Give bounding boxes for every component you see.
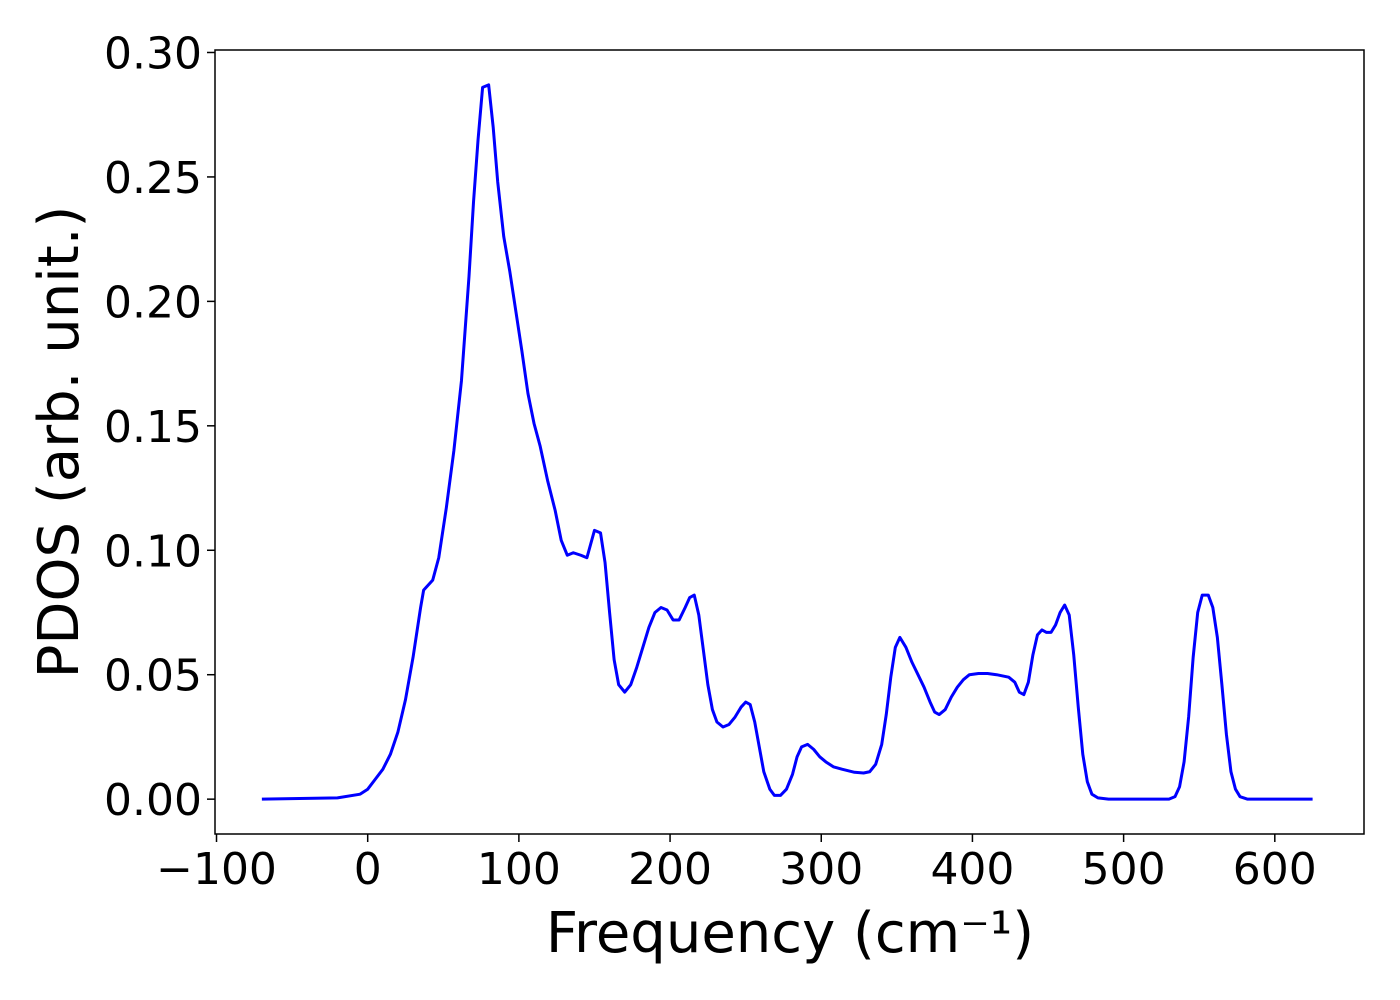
x-tick-label: 600 <box>1233 844 1317 895</box>
y-tick-label: 0.20 <box>104 277 202 328</box>
y-tick-label: 0.00 <box>104 775 202 826</box>
x-tick-label: 200 <box>628 844 712 895</box>
x-tick-label: 100 <box>477 844 561 895</box>
y-tick-label: 0.05 <box>104 651 202 702</box>
y-tick-label: 0.10 <box>104 526 202 577</box>
x-tick-label: 500 <box>1082 844 1166 895</box>
x-axis-label: Frequency (cm⁻¹) <box>546 901 1034 966</box>
data-line <box>261 83 1313 801</box>
plot-frame <box>214 49 1365 835</box>
x-tick-label: −100 <box>156 844 277 895</box>
x-tick-label: 300 <box>779 844 863 895</box>
y-tick-label: 0.25 <box>104 153 202 204</box>
y-tick-label: 0.30 <box>104 28 202 79</box>
x-tick-label: 0 <box>354 844 382 895</box>
x-tick-label: 400 <box>930 844 1014 895</box>
y-tick-label: 0.15 <box>104 402 202 453</box>
y-axis-label: PDOS (arb. unit.) <box>27 206 92 679</box>
